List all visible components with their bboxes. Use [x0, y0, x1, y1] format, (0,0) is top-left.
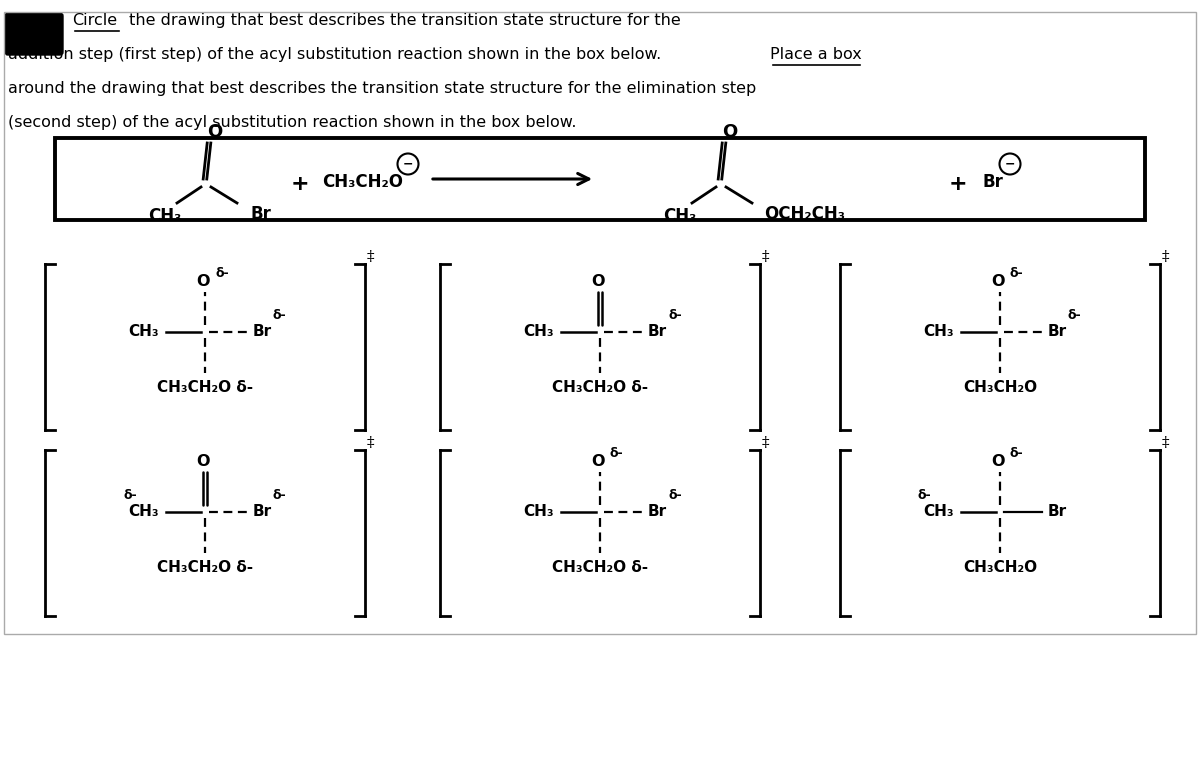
- Text: the drawing that best describes the transition state structure for the: the drawing that best describes the tran…: [124, 13, 680, 28]
- Text: δ-: δ-: [668, 489, 682, 502]
- Text: δ-: δ-: [272, 309, 287, 322]
- Text: ‡: ‡: [762, 250, 769, 264]
- Text: CH₃CH₂O: CH₃CH₂O: [962, 560, 1037, 575]
- Text: Circle: Circle: [72, 13, 118, 28]
- Text: CH₃CH₂O: CH₃CH₂O: [962, 380, 1037, 395]
- FancyBboxPatch shape: [5, 13, 64, 55]
- Text: ‡: ‡: [367, 250, 374, 264]
- Text: −: −: [1004, 157, 1015, 171]
- Text: CH₃CH₂O δ-: CH₃CH₂O δ-: [552, 380, 648, 395]
- Text: OCH₂CH₃: OCH₂CH₃: [764, 205, 845, 223]
- Text: addition step (first step) of the acyl substitution reaction shown in the box be: addition step (first step) of the acyl s…: [8, 47, 672, 62]
- Text: Br: Br: [648, 324, 667, 340]
- Text: δ-: δ-: [610, 447, 624, 460]
- Text: CH₃CH₂O δ-: CH₃CH₂O δ-: [552, 560, 648, 575]
- Text: δ-: δ-: [124, 489, 137, 502]
- Text: CH₃: CH₃: [128, 504, 158, 520]
- Text: δ-: δ-: [272, 489, 287, 502]
- Text: +: +: [949, 174, 967, 194]
- Text: δ-: δ-: [215, 267, 229, 280]
- Text: +: +: [290, 174, 310, 194]
- Text: O: O: [991, 454, 1004, 469]
- Text: (second step) of the acyl substitution reaction shown in the box below.: (second step) of the acyl substitution r…: [8, 115, 576, 130]
- Text: O: O: [592, 274, 605, 289]
- Text: O: O: [592, 454, 605, 469]
- Text: around the drawing that best describes the transition state structure for the el: around the drawing that best describes t…: [8, 81, 756, 96]
- Text: δ-: δ-: [1010, 447, 1024, 460]
- Text: ‡: ‡: [367, 436, 374, 450]
- Text: Place a box: Place a box: [770, 47, 862, 62]
- Text: δ-: δ-: [1068, 309, 1081, 322]
- Text: CH₃: CH₃: [128, 324, 158, 340]
- Text: Br: Br: [648, 504, 667, 520]
- Text: CH₃CH₂O δ-: CH₃CH₂O δ-: [157, 560, 253, 575]
- Text: δ-: δ-: [1010, 267, 1024, 280]
- Text: CH₃CH₂O δ-: CH₃CH₂O δ-: [157, 380, 253, 395]
- Text: CH₃: CH₃: [923, 324, 954, 340]
- Text: CH₃: CH₃: [523, 504, 554, 520]
- Text: δ-: δ-: [918, 489, 931, 502]
- Text: δ-: δ-: [668, 309, 682, 322]
- Text: ‡: ‡: [762, 436, 769, 450]
- Text: CH₃: CH₃: [923, 504, 954, 520]
- Text: Br: Br: [250, 205, 271, 223]
- Text: CH₃: CH₃: [149, 207, 181, 225]
- Text: CH₃: CH₃: [523, 324, 554, 340]
- Text: ‡: ‡: [1162, 250, 1170, 264]
- Text: CH₃: CH₃: [664, 207, 697, 225]
- Text: O: O: [991, 274, 1004, 289]
- Text: Br: Br: [253, 504, 272, 520]
- Text: −: −: [403, 157, 413, 171]
- Text: O: O: [197, 454, 210, 469]
- FancyBboxPatch shape: [55, 138, 1145, 220]
- Text: O: O: [208, 123, 223, 141]
- Text: Br: Br: [1048, 504, 1067, 520]
- Text: Br: Br: [253, 324, 272, 340]
- Text: CH₃CH₂O: CH₃CH₂O: [322, 173, 403, 191]
- Text: Br: Br: [1048, 324, 1067, 340]
- Text: O: O: [722, 123, 738, 141]
- Text: Br: Br: [982, 173, 1003, 191]
- Text: ‡: ‡: [1162, 436, 1170, 450]
- Text: O: O: [197, 274, 210, 289]
